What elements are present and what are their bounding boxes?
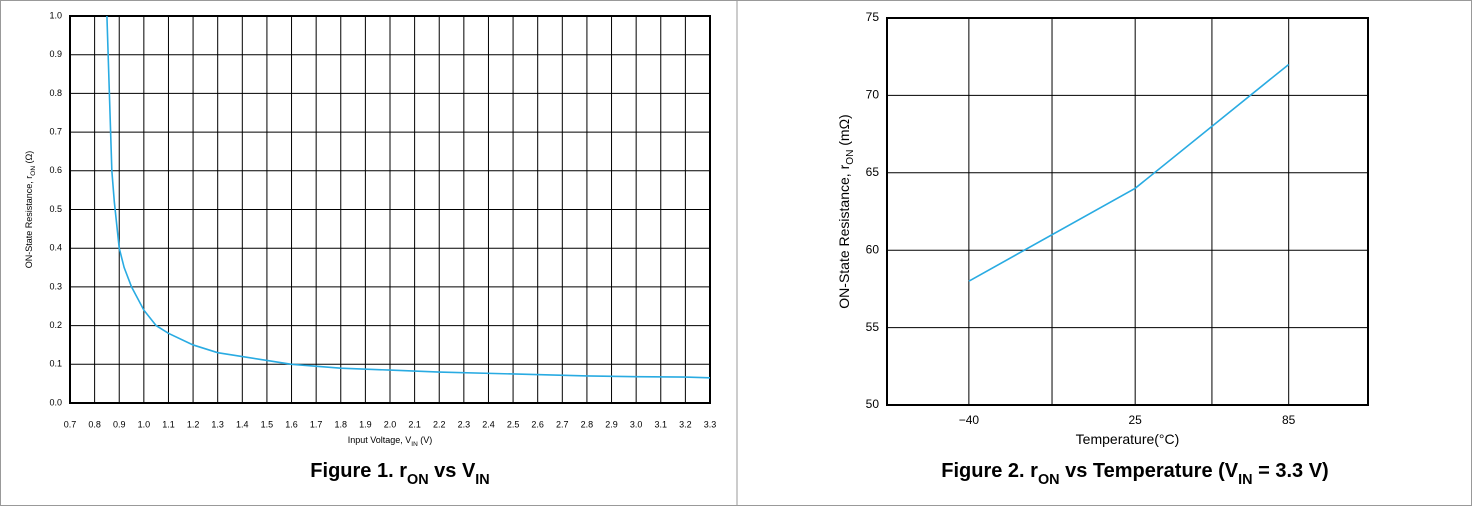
chart-title-sub: ON [407,472,429,488]
x-axis-label-part: Input Voltage, V [348,435,412,445]
y-tick-label: 70 [866,88,880,102]
y-axis-label-part: ON-State Resistance, r [24,176,34,269]
x-tick-label: 1.2 [187,419,200,429]
y-tick-label: 65 [866,165,880,179]
x-axis-label-sub: IN [411,441,418,448]
x-tick-label: 2.4 [482,419,495,429]
y-tick-label: 50 [866,397,880,411]
x-tick-label: 2.2 [433,419,446,429]
x-axis-label-part: (V) [418,435,433,445]
x-tick-label: 2.8 [581,419,594,429]
x-axis-label: Temperature(°C) [1076,431,1180,447]
x-tick-label: −40 [959,413,980,427]
x-tick-label: 0.9 [113,419,126,429]
x-tick-label: 1.4 [236,419,249,429]
x-axis-label: Input Voltage, VIN (V) [348,435,433,448]
x-tick-label: 3.2 [679,419,692,429]
x-tick-label: 3.3 [704,419,717,429]
y-tick-label: 0.3 [49,281,62,291]
x-tick-label: 1.7 [310,419,323,429]
chart-title-part: vs V [429,460,476,482]
y-axis-label-part: ON-State Resistance, r [836,164,852,308]
chart-title-part: vs Temperature (V [1060,460,1239,482]
chart-title-part: Figure 1. r [310,460,407,482]
chart-title: Figure 1. rON vs VIN [310,460,489,488]
plot-frame [69,15,711,404]
x-tick-label: 3.0 [630,419,643,429]
x-tick-label: 1.0 [138,419,151,429]
x-tick-label: 0.8 [88,419,101,429]
x-tick-label: 2.7 [556,419,569,429]
y-axis-label-sub: ON [30,166,37,176]
chart-title-part: Figure 2. r [941,460,1038,482]
plot-frame [886,17,1369,406]
chart-title: Figure 2. rON vs Temperature (VIN = 3.3 … [941,460,1328,488]
x-tick-label: 1.6 [285,419,298,429]
y-tick-label: 0.6 [49,165,62,175]
x-tick-label: 25 [1128,413,1142,427]
y-axis-label-part: (mΩ) [836,114,852,149]
y-tick-label: 60 [866,242,880,256]
x-tick-label: 1.8 [335,419,348,429]
chart-title-part: = 3.3 V) [1253,460,1329,482]
y-tick-label: 0.2 [49,320,62,330]
x-tick-label: 2.1 [408,419,421,429]
y-axis-label: ON-State Resistance, rON (Ω) [24,151,37,268]
data-line [968,63,1290,282]
x-tick-label: 2.0 [384,419,397,429]
y-tick-label: 1.0 [49,10,62,20]
x-tick-label: 0.7 [64,419,77,429]
x-tick-label: 2.3 [458,419,471,429]
x-tick-label: 2.5 [507,419,520,429]
y-tick-label: 0.7 [49,126,62,136]
chart-title-sub: IN [1238,472,1252,488]
x-tick-label: 1.3 [211,419,224,429]
y-axis-label: ON-State Resistance, rON (mΩ) [836,114,856,308]
y-tick-label: 75 [866,10,880,24]
chart-title-sub: ON [1038,472,1060,488]
y-tick-label: 55 [866,320,880,334]
x-tick-label: 1.9 [359,419,372,429]
y-tick-label: 0.1 [49,359,62,369]
x-tick-label: 2.9 [605,419,618,429]
y-tick-label: 0.8 [49,88,62,98]
data-line [106,15,711,379]
y-tick-label: 0.4 [49,243,62,253]
x-tick-label: 85 [1282,413,1296,427]
y-axis-label-sub: ON [845,150,856,165]
y-tick-label: 0.0 [49,397,62,407]
x-tick-label: 3.1 [655,419,668,429]
y-tick-label: 0.5 [49,204,62,214]
chart-title-sub: IN [475,472,489,488]
y-tick-label: 0.9 [49,49,62,59]
x-axis-label-part: Temperature(°C) [1076,431,1180,447]
x-tick-label: 1.1 [162,419,175,429]
y-axis-label-part: (Ω) [24,151,34,166]
x-tick-label: 1.5 [261,419,274,429]
x-tick-label: 2.6 [531,419,544,429]
